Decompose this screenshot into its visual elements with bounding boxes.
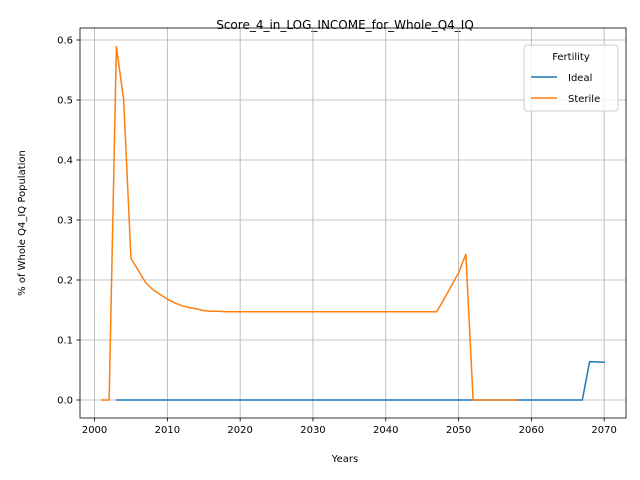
x-tick-label: 2010 [155,425,180,436]
series-layer [101,45,605,401]
y-tick-label: 0.3 [57,216,73,227]
y-axis-ticks: 0.0 0.1 0.2 0.3 0.4 0.5 0.6 [57,36,80,407]
legend-label-sterile: Sterile [568,94,600,105]
x-axis-label: Years [331,454,358,465]
y-tick-label: 0.1 [57,336,73,347]
y-tick-label: 0.6 [57,36,73,47]
x-tick-label: 2020 [227,425,252,436]
legend-title: Fertility [552,52,590,63]
series-line-sterile [101,45,518,401]
x-tick-label: 2070 [591,425,616,436]
series-line-ideal [115,360,605,401]
x-tick-label: 2050 [446,425,471,436]
chart-title: Score_4_in_LOG_INCOME_for_Whole_Q4_IQ [216,18,474,32]
y-tick-label: 0.4 [57,156,73,167]
legend-label-ideal: Ideal [568,73,592,84]
legend-box [523,44,619,112]
x-tick-label: 2000 [82,425,107,436]
plot-frame [79,27,627,419]
x-tick-label: 2060 [519,425,544,436]
y-tick-label: 0.5 [57,96,73,107]
y-axis-label: % of Whole Q4_IQ Population [17,150,28,296]
y-tick-label: 0.2 [57,276,73,287]
x-tick-label: 2030 [300,425,325,436]
y-tick-label: 0.0 [57,396,73,407]
x-tick-label: 2040 [373,425,398,436]
x-axis-ticks: 2000 2010 2020 2030 2040 2050 2060 2070 [82,418,617,436]
legend: Fertility Ideal Sterile [523,44,619,112]
